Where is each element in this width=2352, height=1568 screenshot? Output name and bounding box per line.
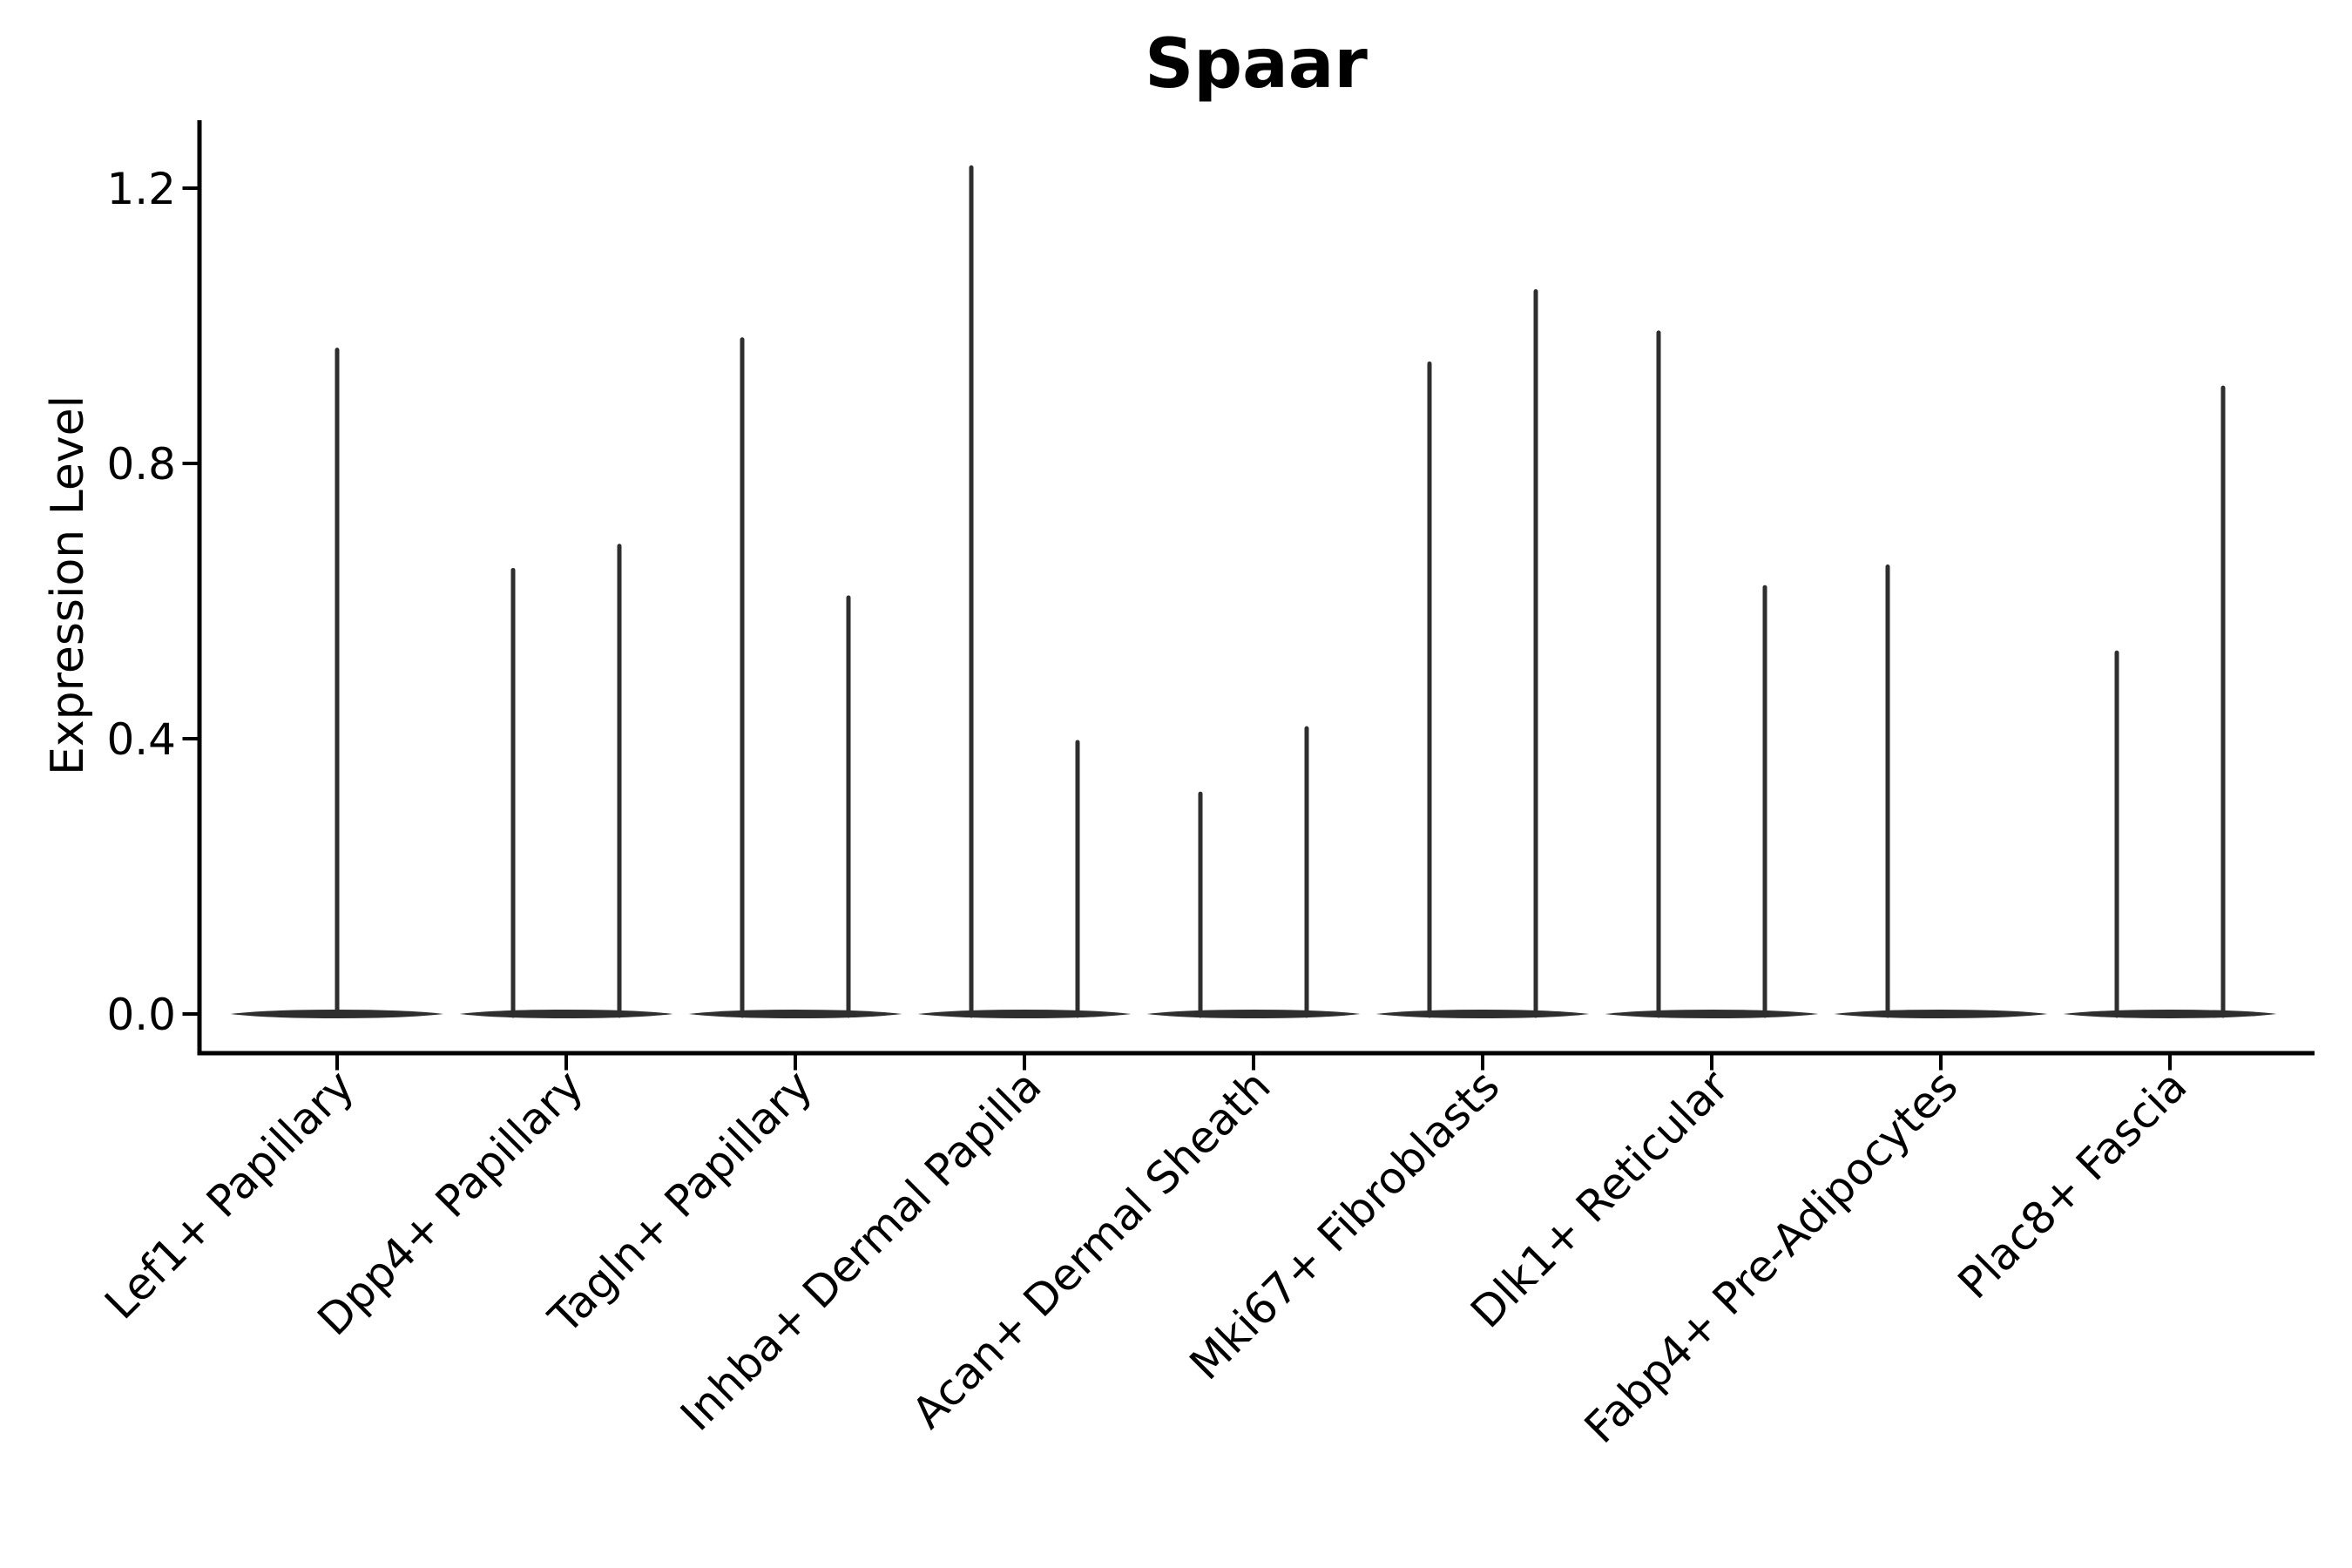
violin-base — [917, 1010, 1132, 1018]
y-axis-label: Expression Level — [42, 395, 94, 775]
y-tick-label: 0.8 — [106, 439, 176, 490]
violin-base — [688, 1010, 902, 1018]
x-tick-label: Fabp4+ Pre-Adipocytes — [1575, 1060, 1968, 1453]
y-tick-label: 0.0 — [106, 990, 176, 1040]
chart-title: Spaar — [1145, 25, 1368, 104]
y-tick-label: 0.4 — [106, 714, 176, 765]
y-tick-label: 1.2 — [106, 164, 176, 214]
violins-layer — [230, 165, 2277, 1018]
violin-base — [1834, 1010, 2048, 1018]
violin-base — [1146, 1010, 1361, 1018]
violin-base — [2063, 1010, 2277, 1018]
violin-base — [459, 1010, 673, 1018]
x-tick-label: Plac8+ Fascia — [1949, 1060, 2197, 1308]
violin-base — [1605, 1010, 1819, 1018]
violin-base — [1375, 1010, 1590, 1018]
x-tick-label: Lef1+ Papillary — [95, 1060, 363, 1328]
